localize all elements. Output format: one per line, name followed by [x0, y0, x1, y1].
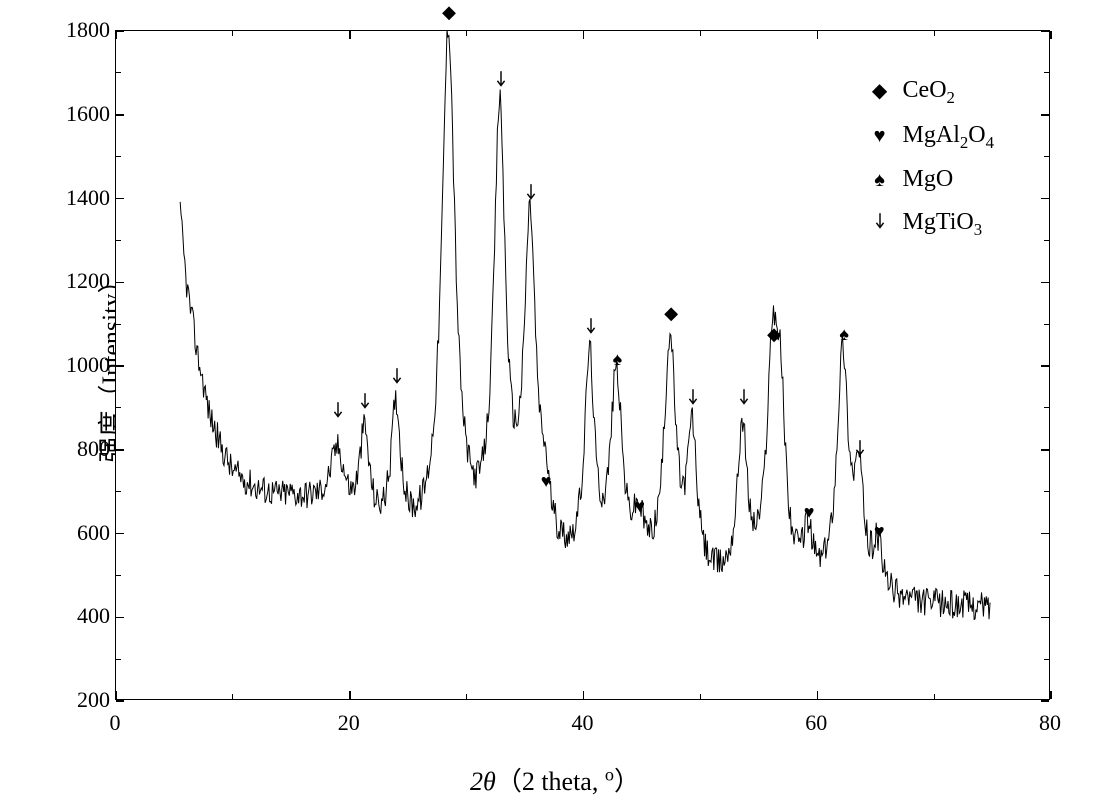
peak-marker-arrow	[854, 439, 866, 466]
y-tick-label: 1600	[66, 101, 110, 127]
y-tick-label: 200	[77, 687, 110, 713]
legend-icon-spade: ♠	[865, 164, 895, 196]
plot-area: ◆♥♠♥◆◆♥♠♥ ◆CeO2♥MgAl2O4♠MgOMgTiO3	[115, 30, 1050, 700]
legend: ◆CeO2♥MgAl2O4♠MgOMgTiO3	[865, 71, 994, 247]
x-axis-label: 2θ（2 theta, o）	[470, 761, 640, 798]
legend-label: MgO	[903, 160, 954, 198]
peak-marker-arrow	[738, 388, 750, 415]
peak-marker-spade: ♠	[839, 324, 849, 345]
peak-marker-diamond: ◆	[664, 303, 678, 324]
legend-icon-arrow	[865, 212, 895, 234]
peak-marker-heart: ♥	[541, 471, 552, 492]
x-tick-label: 60	[805, 710, 827, 736]
y-tick-label: 1000	[66, 352, 110, 378]
y-tick-label: 1400	[66, 185, 110, 211]
peak-marker-arrow	[359, 392, 371, 419]
y-tick-label: 800	[77, 436, 110, 462]
y-tick-label: 400	[77, 603, 110, 629]
x-tick-label: 0	[110, 710, 121, 736]
y-tick-label: 1800	[66, 17, 110, 43]
peak-marker-heart: ♥	[634, 496, 645, 517]
peak-marker-arrow	[495, 70, 507, 97]
peak-marker-diamond: ◆	[767, 324, 781, 345]
xrd-chart: 强度（Intensity） 2θ（2 theta, o） ◆♥♠♥◆◆♥♠♥ ◆…	[0, 0, 1110, 808]
peak-marker-heart: ♥	[874, 521, 885, 542]
legend-item: ♥MgAl2O4	[865, 116, 994, 157]
y-tick-label: 1200	[66, 268, 110, 294]
peak-marker-spade: ♠	[613, 349, 623, 370]
legend-label: MgTiO3	[903, 203, 983, 244]
x-tick-label: 40	[572, 710, 594, 736]
peak-marker-diamond: ◆	[442, 2, 456, 23]
legend-label: CeO2	[903, 71, 955, 112]
legend-item: MgTiO3	[865, 203, 994, 244]
x-tick-label: 20	[338, 710, 360, 736]
peak-marker-arrow	[391, 367, 403, 394]
y-tick-label: 600	[77, 520, 110, 546]
peak-marker-arrow	[585, 317, 597, 344]
x-tick-label: 80	[1039, 710, 1061, 736]
legend-label: MgAl2O4	[903, 116, 994, 157]
peak-marker-arrow	[687, 388, 699, 415]
peak-marker-arrow	[525, 183, 537, 210]
legend-item: ♠MgO	[865, 160, 994, 198]
peak-marker-arrow	[332, 401, 344, 428]
legend-icon-heart: ♥	[865, 120, 895, 152]
legend-item: ◆CeO2	[865, 71, 994, 112]
peak-marker-heart: ♥	[804, 502, 815, 523]
legend-icon-diamond: ◆	[865, 75, 895, 107]
